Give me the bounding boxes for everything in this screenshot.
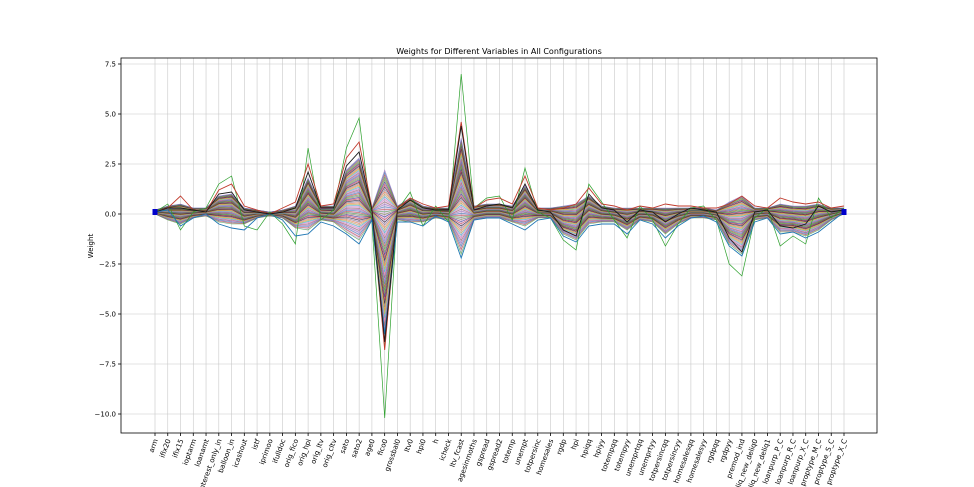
y-tick-label: 7.5: [105, 61, 116, 69]
plot-frame: [120, 57, 878, 434]
y-tick-label: −7.5: [99, 361, 116, 369]
x-tick-label: hpi: [570, 438, 581, 451]
x-tick-label: age0: [363, 438, 377, 457]
x-tick-label: istf: [251, 437, 262, 450]
x-tick-label: sato2: [350, 438, 364, 459]
series-line-4: [154, 125, 845, 343]
endpoint-markers: [152, 209, 847, 215]
x-axis-ticks: armifix20ifix15ioptarmloanamtinterest_on…: [148, 433, 849, 487]
x-tick-label: arm: [148, 438, 160, 454]
x-tick-label: rgdp: [555, 437, 568, 455]
chart-title: Weights for Different Variables in All C…: [396, 47, 602, 56]
end-marker: [841, 209, 847, 215]
y-tick-label: 2.5: [105, 161, 116, 169]
series-lines: [154, 73, 845, 419]
y-tick-label: −2.5: [99, 261, 116, 269]
x-tick-label: sato: [339, 438, 352, 455]
y-tick-label: 0.0: [105, 211, 116, 219]
start-marker: [152, 209, 158, 215]
series-line-1: [154, 73, 845, 419]
x-tick-label: hpi0: [415, 438, 428, 455]
x-tick-label: h: [432, 438, 441, 445]
y-tick-label: 5.0: [105, 111, 116, 119]
y-tick-label: −10.0: [95, 411, 116, 419]
grid-lines: [121, 58, 877, 433]
y-axis-label: Weight: [87, 234, 95, 259]
x-tick-label: ltv0: [403, 438, 415, 453]
x-tick-label: fico0: [376, 438, 389, 457]
y-axis-ticks: 7.5 5.0 2.5 0.0 −2.5 −5.0 −7.5 −10.0: [95, 61, 121, 419]
y-tick-label: −5.0: [99, 311, 116, 319]
